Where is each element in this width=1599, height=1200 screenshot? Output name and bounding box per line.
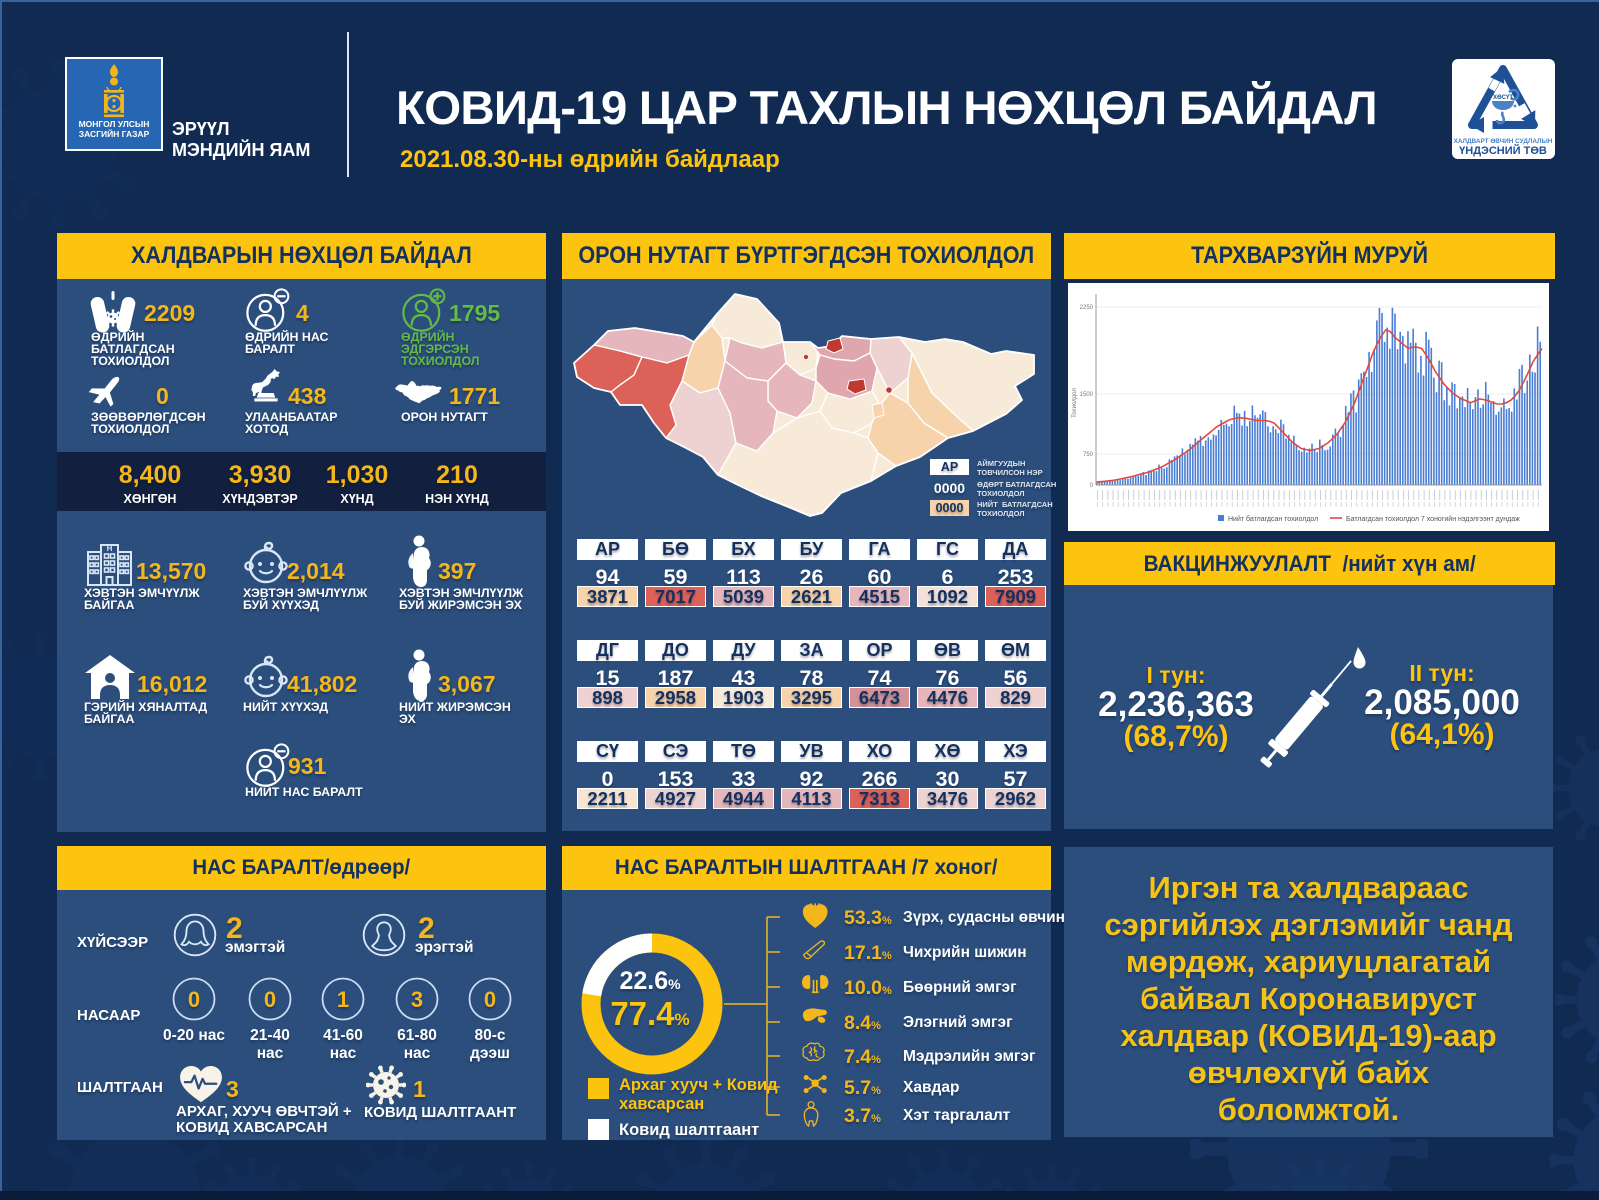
- svg-text:2250: 2250: [1080, 305, 1094, 311]
- svg-text:ХАЛДВАРТ ӨВЧИН СУДЛАЛЫН: ХАЛДВАРТ ӨВЧИН СУДЛАЛЫН: [1454, 138, 1553, 145]
- svg-text:0: 0: [1090, 483, 1094, 489]
- svg-text:Батлагдсан тохиолдол 7 хоногий: Батлагдсан тохиолдол 7 хоногийн нэдэлгээ…: [1346, 515, 1520, 523]
- svg-text:Нийт батлагдсан тохиолдол: Нийт батлагдсан тохиолдол: [1228, 515, 1318, 523]
- svg-text:Тохиолдол: Тохиолдол: [1072, 388, 1078, 418]
- svg-text:ҮНДЭСНИЙ ТӨВ: ҮНДЭСНИЙ ТӨВ: [1459, 144, 1547, 157]
- svg-text:1500: 1500: [1080, 392, 1094, 398]
- svg-text:ХӨСҮТ: ХӨСҮТ: [1493, 95, 1513, 101]
- svg-text:750: 750: [1083, 452, 1094, 458]
- svg-text:H: H: [107, 544, 113, 553]
